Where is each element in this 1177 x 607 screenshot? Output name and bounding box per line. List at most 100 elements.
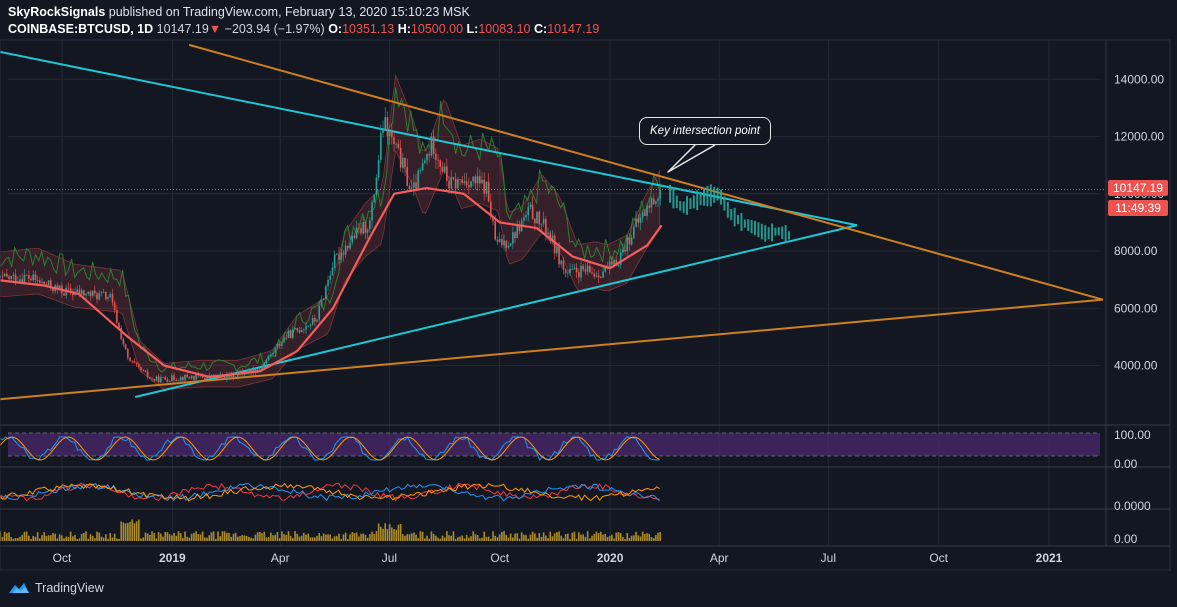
volume-bar: [221, 531, 224, 541]
candle-body: [613, 259, 615, 265]
projection-bar: [669, 184, 672, 203]
candle-body: [358, 227, 360, 229]
volume-bar: [483, 531, 486, 541]
candle-body: [641, 212, 644, 218]
projection-bar: [774, 227, 777, 236]
candle-body: [234, 376, 237, 378]
volume-bar: [239, 535, 241, 541]
candle-body: [314, 317, 316, 322]
candle-body: [573, 267, 576, 270]
volume-bar: [195, 531, 197, 541]
projection-bar: [788, 231, 791, 240]
candle-body: [584, 269, 587, 272]
x-tick-label: Jul: [382, 551, 397, 565]
tradingview-footer[interactable]: TradingView: [8, 581, 104, 595]
author-name[interactable]: SkyRockSignals: [8, 5, 106, 19]
candle-body: [571, 269, 574, 270]
candle-body: [558, 246, 560, 265]
candle-body: [364, 221, 367, 233]
candle-body: [307, 325, 310, 327]
volume-bar: [58, 534, 61, 541]
volume-bar: [168, 534, 171, 541]
y-tick-label: 12000.00: [1114, 130, 1164, 144]
x-tick-label: 2021: [1036, 551, 1063, 565]
volume-bar: [333, 536, 336, 541]
candle-body: [340, 252, 343, 260]
candle-body: [369, 220, 371, 230]
candle-body: [87, 291, 90, 294]
candle-body: [188, 377, 191, 379]
candle-body: [80, 290, 83, 295]
candle-body: [415, 182, 417, 191]
volume-bar: [633, 535, 635, 541]
candle-body: [578, 272, 580, 278]
volume-bar: [443, 537, 446, 541]
volume-bar: [386, 528, 389, 541]
volume-bar: [501, 531, 503, 541]
candle-body: [652, 198, 655, 204]
volume-bar: [520, 532, 523, 541]
low-label: L:: [466, 22, 479, 36]
candle-body: [406, 166, 409, 186]
volume-bar: [265, 537, 268, 541]
candle-body: [300, 330, 303, 333]
volume-bar: [342, 534, 345, 541]
trendline-orange: [188, 43, 1104, 301]
candle-body: [276, 343, 279, 348]
volume-bar: [637, 535, 640, 541]
close-value: 10147.19: [547, 22, 600, 36]
x-tick-label: Apr: [710, 551, 729, 565]
candle-body: [179, 377, 182, 381]
candle-body: [349, 242, 351, 249]
candle-body: [338, 253, 340, 260]
volume-bar: [505, 534, 508, 541]
volume-bar: [28, 535, 30, 541]
volume-bar: [472, 531, 475, 541]
volume-bar: [182, 538, 184, 541]
projection-bar: [743, 219, 746, 228]
volume-bar: [190, 533, 193, 541]
candle-body: [195, 374, 197, 380]
projection-bar: [750, 219, 753, 234]
volume-bar: [551, 536, 554, 541]
volume-bar: [377, 523, 380, 541]
volume-bar: [428, 538, 431, 541]
volume-bar: [644, 534, 646, 541]
volume-bar: [395, 529, 398, 541]
candle-body: [135, 363, 138, 364]
volume-bar: [254, 534, 257, 541]
candle-body: [505, 240, 508, 248]
candle-body: [204, 377, 206, 379]
volume-bar: [127, 523, 129, 541]
candle-body: [371, 202, 373, 221]
candle-body: [329, 275, 332, 280]
volume-bar: [0, 531, 2, 541]
volume-bar: [461, 535, 464, 541]
candle-body: [243, 373, 246, 375]
candle-body: [63, 293, 65, 296]
candle-body: [182, 377, 184, 381]
volume-bar: [329, 534, 332, 541]
volume-bar: [36, 532, 39, 541]
volume-bar: [281, 531, 283, 541]
volume-bar: [272, 535, 274, 541]
volume-bar: [380, 526, 382, 541]
osc-tick-label: 100.00: [1114, 428, 1151, 442]
annotation-callout[interactable]: Key intersection point: [639, 117, 771, 145]
volume-bar: [582, 534, 585, 541]
volume-bar: [344, 532, 347, 541]
candle-body: [468, 185, 470, 188]
volume-bar: [487, 536, 490, 541]
volume-bar: [116, 538, 118, 541]
projection-bar: [781, 226, 784, 239]
candle-body: [474, 176, 477, 184]
volume-bar: [113, 533, 116, 541]
volume-bar: [507, 537, 510, 541]
volume-bar: [296, 533, 299, 541]
volume-bar: [351, 532, 354, 541]
volume-bar: [19, 536, 21, 541]
candle-body: [113, 302, 116, 310]
volume-bar: [197, 534, 200, 541]
symbol-label[interactable]: COINBASE:BTCUSD, 1D: [8, 22, 154, 36]
